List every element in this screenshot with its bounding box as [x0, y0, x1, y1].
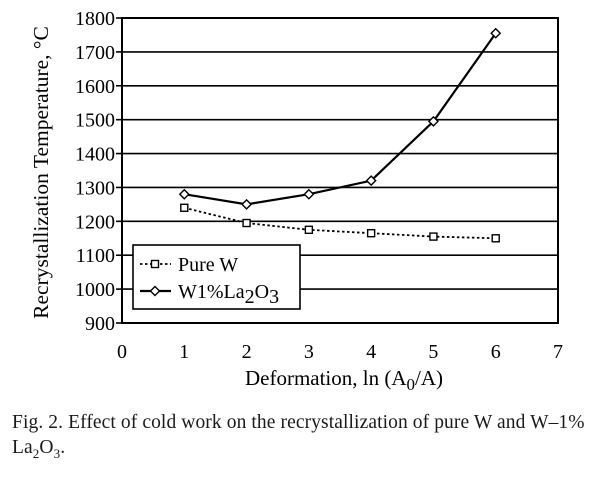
- data-point-w1-la2o3-1: [178, 188, 190, 200]
- x-tick-label-3: 3: [304, 341, 314, 363]
- y-tick-label-1500: 1500: [75, 110, 115, 132]
- y-tick-label-1800: 1800: [75, 8, 115, 30]
- chart-svg: 900100011001200130014001500160017001800 …: [29, 8, 563, 394]
- data-point-w1-la2o3-4: [365, 175, 377, 187]
- caption-subscript-2: 2: [32, 445, 40, 461]
- legend: Pure W W1%La2O3: [132, 244, 301, 310]
- series-pure-w: [180, 203, 500, 243]
- series-line-w1-la2o3: [184, 32, 497, 206]
- x-tick-label-5: 5: [428, 341, 438, 363]
- y-tick-label-1300: 1300: [75, 177, 115, 199]
- x-axis-label-subscript: 0: [407, 375, 416, 394]
- figure-caption: Fig. 2. Effect of cold work on the recry…: [12, 410, 587, 460]
- y-axis-label: Recrystallization Temperature, °C: [29, 26, 53, 319]
- legend-label-w1-la2o3: W1%La2O3: [178, 281, 279, 308]
- legend-label-text: Pure W: [178, 254, 238, 276]
- legend-label-text-mid: O: [255, 281, 269, 303]
- x-tick-label-6: 6: [491, 341, 501, 363]
- data-point-w1-la2o3-6: [490, 27, 502, 39]
- legend-label-subscript-3: 3: [269, 286, 279, 308]
- caption-text-mid: O: [39, 437, 54, 458]
- caption-text-end: .: [60, 437, 66, 458]
- legend-marker-pure-w: [150, 259, 160, 269]
- legend-label-pure-w: Pure W: [178, 254, 238, 276]
- data-point-w1-la2o3-2: [241, 198, 253, 210]
- x-tick-label-0: 0: [117, 341, 127, 363]
- x-axis-label-tail: /A): [415, 366, 443, 390]
- plot-frame: [121, 17, 559, 324]
- x-tick-label-7: 7: [553, 341, 563, 363]
- y-tick-label-900: 900: [85, 313, 115, 335]
- y-tick-label-1100: 1100: [76, 245, 115, 267]
- y-tick-label-1700: 1700: [75, 42, 115, 64]
- data-point-pure-w-6: [491, 234, 500, 243]
- caption-text: Fig. 2. Effect of cold work on the recry…: [12, 412, 585, 458]
- caption-subscript-3: 3: [53, 445, 61, 461]
- legend-marker-w1-la2o3: [149, 285, 161, 297]
- y-axis-ticks: 900 1000 1100 1200 1300 1400 1500 1600 1700 1800: [75, 8, 122, 335]
- y-tick-label-1000: 1000: [75, 279, 115, 301]
- legend-entry-pure-w: Pure W: [140, 254, 238, 276]
- x-tick-label-4: 4: [366, 341, 376, 363]
- data-point-w1-la2o3-5: [427, 115, 439, 127]
- data-point-pure-w-4: [366, 228, 376, 238]
- series-line-pure-w: [184, 206, 496, 240]
- data-point-pure-w-2: [242, 218, 251, 228]
- data-point-pure-w-3: [304, 225, 314, 235]
- legend-label-subscript-2: 2: [245, 286, 255, 308]
- y-tick-label-1400: 1400: [75, 144, 115, 166]
- data-point-pure-w-1: [180, 203, 189, 212]
- series-w1-la2o3: [178, 27, 502, 210]
- y-tick-label-1600: 1600: [75, 76, 115, 98]
- data-point-pure-w-5: [429, 232, 438, 241]
- data-point-w1-la2o3-3: [303, 188, 315, 200]
- x-axis-ticks: 0 1 2 3 4 5 6 7: [117, 341, 563, 363]
- x-tick-label-1: 1: [179, 341, 189, 363]
- legend-box: [132, 244, 301, 310]
- y-tick-label-1200: 1200: [75, 211, 115, 233]
- x-axis-label-text: Deformation, ln (A: [245, 366, 407, 390]
- legend-label-text: W1%La: [178, 281, 245, 303]
- legend-entry-w1-la2o3: W1%La2O3: [140, 281, 279, 308]
- series-layer: [178, 27, 502, 243]
- x-tick-label-2: 2: [242, 341, 252, 363]
- x-axis-label: Deformation, ln (A0/A): [245, 366, 443, 394]
- chart-figure: 900 1000 1100 1200 1300 1400 1500 1600 1700 1800 …: [29, 8, 563, 394]
